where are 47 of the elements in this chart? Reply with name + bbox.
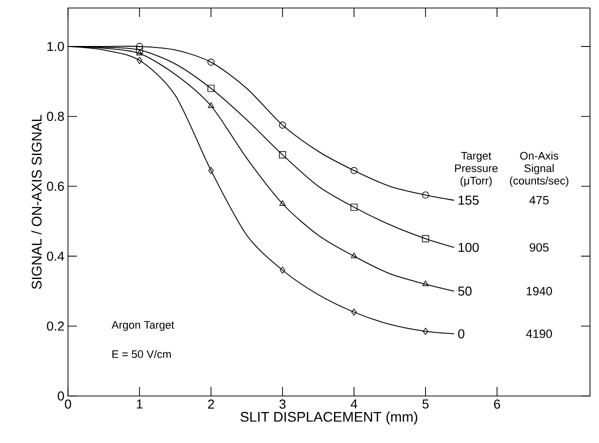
point — [207, 58, 215, 66]
series-label: 155 — [458, 196, 479, 205]
annotation: E = 50 V/cm — [112, 350, 171, 358]
point — [422, 328, 428, 335]
y-tick-label: 0.6 — [46, 182, 64, 191]
point — [279, 200, 286, 206]
point — [208, 102, 214, 108]
point — [422, 191, 430, 199]
x-tick-label: 3 — [279, 400, 286, 409]
point — [422, 235, 430, 242]
x-tick-label: 0 — [64, 400, 72, 409]
x-axis-title: SLIT DISPLACEMENT (mm) — [240, 412, 418, 425]
y-tick-label: 0.8 — [46, 112, 64, 121]
annotation: 905 — [530, 243, 549, 252]
point — [278, 122, 286, 129]
annotation: 4190 — [526, 330, 552, 338]
point — [422, 280, 429, 286]
point — [207, 84, 215, 92]
x-tick-label: 6 — [494, 400, 500, 409]
annotation: Target Pressure (μTorr) — [455, 152, 498, 187]
point — [350, 252, 358, 258]
point — [136, 46, 144, 54]
annotation: Argon Target — [112, 321, 174, 331]
point — [350, 204, 358, 211]
point — [136, 42, 144, 50]
annotation: 475 — [529, 196, 549, 204]
point — [280, 266, 286, 274]
point — [136, 50, 143, 56]
series-label: 100 — [458, 242, 479, 252]
series-label: 0 — [458, 329, 464, 338]
point — [350, 167, 358, 174]
y-tick-label: 0.4 — [46, 252, 64, 261]
point — [208, 167, 214, 174]
y-tick-label: 0 — [58, 391, 64, 401]
x-tick-label: 1 — [136, 400, 142, 408]
series-label: 50 — [458, 286, 472, 296]
y-tick-label: 0.2 — [46, 322, 64, 331]
annotation: 1940 — [526, 286, 552, 296]
x-tick-label: 2 — [208, 400, 214, 409]
y-axis-title: SIGNAL / ON-AXIS SIGNAL — [31, 114, 42, 289]
x-tick-label: 4 — [350, 400, 358, 408]
annotation: On-Axis Signal (counts/sec) — [510, 152, 568, 187]
y-tick-label: 1.0 — [47, 42, 64, 52]
point — [278, 151, 286, 158]
x-tick-label: 5 — [422, 400, 429, 409]
point — [136, 56, 142, 64]
point — [351, 308, 357, 316]
